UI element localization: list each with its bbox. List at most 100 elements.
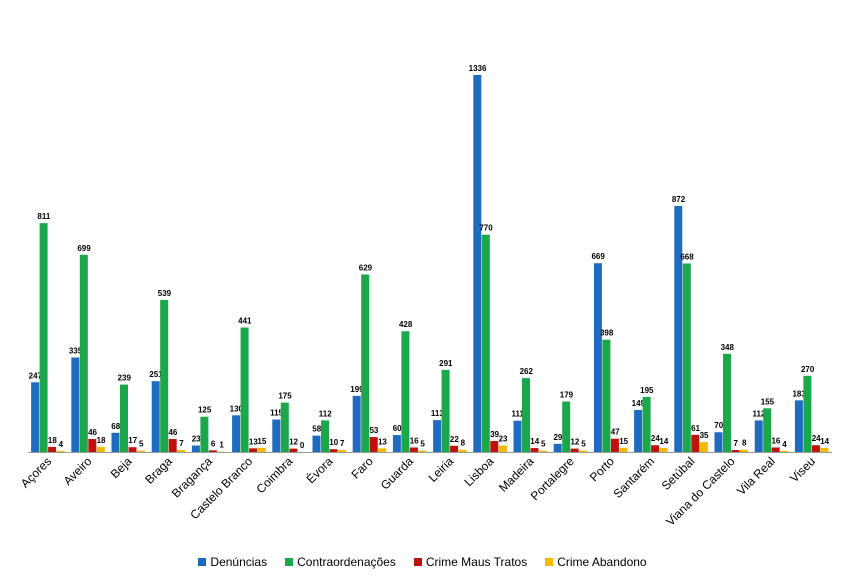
legend-label-contraordenacoes: Contraordenações <box>297 555 396 569</box>
bar <box>177 450 186 452</box>
bar <box>168 439 177 452</box>
data-label: 46 <box>168 428 177 437</box>
data-label: 23 <box>192 435 201 444</box>
category-tick-label: Setúbal <box>659 454 698 493</box>
data-label: 872 <box>672 195 686 204</box>
category-tick-label: Viseu <box>787 454 818 485</box>
data-label: 18 <box>97 436 106 445</box>
bar <box>794 400 803 452</box>
legend-swatch-contraordenacoes <box>285 558 294 566</box>
bar <box>699 442 708 452</box>
category-tick-label: Leiria <box>426 454 457 485</box>
category-tick-label: Beja <box>108 454 135 481</box>
data-label: 183 <box>792 389 806 398</box>
bar <box>338 450 346 452</box>
data-label: 247 <box>29 371 43 380</box>
legend-swatch-crime-maus-tratos <box>413 558 422 566</box>
bar <box>200 416 209 452</box>
category-tick-label: Madeira <box>496 454 537 495</box>
data-label: 428 <box>399 320 413 329</box>
bar <box>553 443 562 452</box>
data-label: 262 <box>520 367 534 376</box>
legend-swatch-denuncias <box>198 558 207 566</box>
data-label: 16 <box>771 436 780 445</box>
data-label: 179 <box>560 390 574 399</box>
data-label: 23 <box>499 435 508 444</box>
data-label: 348 <box>721 343 735 352</box>
data-label: 13 <box>249 437 258 446</box>
legend-item-crime-maus-tratos: Crime Maus Tratos <box>413 555 527 569</box>
bar <box>714 432 723 452</box>
bar <box>490 440 499 452</box>
data-label: 539 <box>158 289 172 298</box>
bar <box>740 449 748 452</box>
data-label: 112 <box>319 409 332 418</box>
data-label: 15 <box>257 437 266 446</box>
bar <box>763 408 772 452</box>
bar <box>409 447 418 452</box>
data-label: 14 <box>530 437 539 446</box>
data-label: 4 <box>59 440 64 449</box>
data-label: 8 <box>742 439 747 448</box>
legend-label-denuncias: Denúncias <box>210 555 268 569</box>
data-label: 7 <box>340 439 345 448</box>
bar <box>458 449 467 452</box>
bar <box>39 223 48 452</box>
data-label: 149 <box>632 399 646 408</box>
data-label: 113 <box>431 409 444 418</box>
legend-item-contraordenacoes: Contraordenações <box>285 555 396 569</box>
data-label: 16 <box>410 436 419 445</box>
data-label: 22 <box>450 435 459 444</box>
data-label: 4 <box>782 440 787 449</box>
data-label: 629 <box>359 264 373 273</box>
bar <box>651 445 660 452</box>
category-tick-label: Santarém <box>611 454 658 501</box>
bar <box>160 299 169 452</box>
data-label: 291 <box>439 359 453 368</box>
bar <box>151 381 160 452</box>
category-tick-label: Portalegre <box>528 454 577 503</box>
data-label: 12 <box>570 438 579 447</box>
data-label: 12 <box>289 438 298 447</box>
bar <box>56 450 65 452</box>
category-tick-label: Faro <box>348 454 376 482</box>
bar <box>79 254 88 452</box>
data-label: 155 <box>761 397 775 406</box>
data-label: 811 <box>37 212 50 221</box>
bar <box>513 420 522 452</box>
data-label: 7 <box>734 439 739 448</box>
data-label: 111 <box>512 410 525 419</box>
category-tick-label: Aveiro <box>61 454 95 488</box>
bar <box>820 448 829 452</box>
bar <box>754 420 763 452</box>
data-label: 46 <box>88 428 97 437</box>
bar <box>352 395 361 452</box>
bar <box>312 435 321 452</box>
legend-swatch-crime-abandono <box>545 558 554 566</box>
data-label: 669 <box>591 252 605 261</box>
bar <box>96 446 105 452</box>
data-label: 5 <box>581 440 586 449</box>
bar <box>378 448 387 452</box>
data-label: 10 <box>329 438 338 447</box>
data-label: 175 <box>278 392 292 401</box>
data-label: 668 <box>680 253 694 262</box>
data-label: 13 <box>378 437 387 446</box>
data-label: 47 <box>611 428 620 437</box>
category-tick-label: Guarda <box>378 454 416 492</box>
bar <box>634 409 643 452</box>
bar <box>539 450 547 452</box>
bar <box>498 445 507 452</box>
bar <box>232 415 241 452</box>
data-label: 5 <box>420 440 425 449</box>
data-label: 239 <box>118 374 132 383</box>
data-label: 53 <box>369 426 378 435</box>
data-label: 58 <box>312 425 321 434</box>
category-tick-label: Açores <box>18 454 54 490</box>
category-tick-label: Braga <box>142 454 175 487</box>
data-label: 5 <box>139 440 144 449</box>
bar <box>208 450 217 452</box>
data-label: 7 <box>179 439 184 448</box>
legend-item-crime-abandono: Crime Abandono <box>545 555 647 569</box>
